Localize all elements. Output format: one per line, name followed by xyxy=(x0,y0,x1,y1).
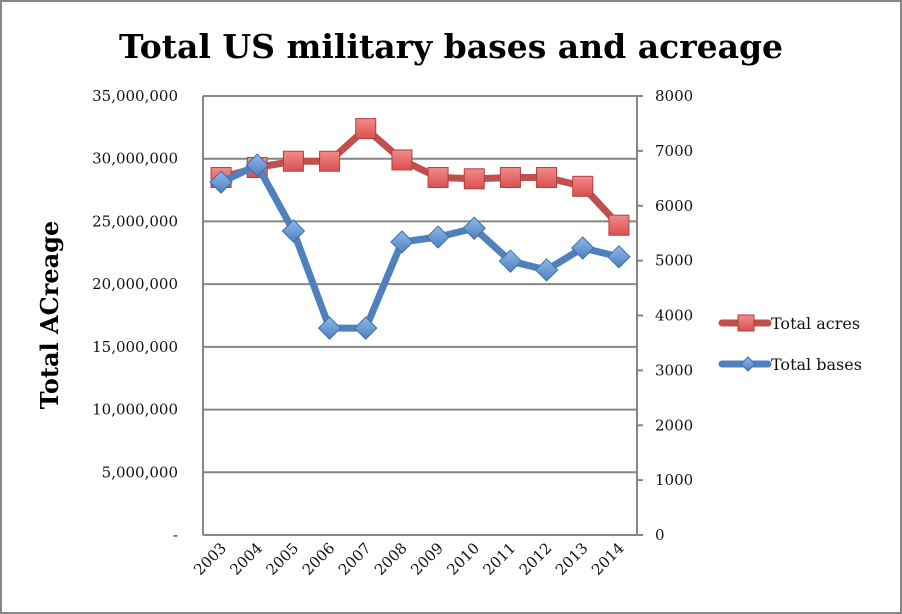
right-tick-label: 2000 xyxy=(655,416,693,434)
series-line xyxy=(217,161,623,332)
x-tick-label: 2004 xyxy=(226,539,266,579)
right-tick-label: 3000 xyxy=(655,361,693,379)
data-point-diamond xyxy=(390,230,414,254)
right-tick-label: 4000 xyxy=(655,307,693,325)
legend-item: Total acres xyxy=(718,314,860,333)
gridlines xyxy=(203,95,637,474)
right-tick-label: 5000 xyxy=(655,252,693,270)
left-axis-ticks: - 5,000,000 10,000,000 15,000,000 20,000,000… xyxy=(92,87,178,544)
legend: Total acres Total bases xyxy=(718,314,862,374)
data-point-diamond xyxy=(426,225,450,249)
y-axis-title: Total ACreage xyxy=(35,221,64,409)
left-tick-label: 5,000,000 xyxy=(102,463,178,481)
x-axis-ticks: 2003200420052006200720082009201020112012… xyxy=(190,539,628,579)
legend-swatch-square xyxy=(737,314,755,332)
data-point-square xyxy=(608,214,630,236)
data-point-diamond xyxy=(498,249,523,273)
axes xyxy=(202,96,638,536)
left-tick-label: - xyxy=(173,526,178,544)
series-total-bases xyxy=(209,153,631,340)
data-point-diamond xyxy=(281,219,306,243)
x-tick-label: 2008 xyxy=(371,539,411,579)
series-layer xyxy=(209,118,631,340)
left-tick-label: 10,000,000 xyxy=(92,401,178,419)
data-point-square xyxy=(463,168,485,190)
data-point-diamond xyxy=(462,216,486,240)
data-point-square xyxy=(536,167,558,189)
left-tick-label: 20,000,000 xyxy=(92,275,178,293)
data-point-diamond xyxy=(245,153,269,177)
left-tick-label: 35,000,000 xyxy=(92,87,178,105)
data-point-square xyxy=(355,118,377,140)
data-point-diamond xyxy=(607,245,631,269)
x-tick-label: 2014 xyxy=(588,539,628,579)
x-tick-label: 2006 xyxy=(299,539,339,579)
legend-item: Total bases xyxy=(718,355,862,374)
legend-label: Total acres xyxy=(771,314,860,333)
x-tick-label: 2013 xyxy=(552,539,592,579)
data-point-diamond xyxy=(317,316,342,340)
right-tick-label: 1000 xyxy=(655,471,693,489)
right-tick-label: 6000 xyxy=(655,197,693,215)
data-point-square xyxy=(391,149,413,171)
data-point-square xyxy=(499,167,521,189)
x-tick-label: 2003 xyxy=(190,539,230,579)
x-tick-label: 2009 xyxy=(407,539,447,579)
legend-swatch-diamond xyxy=(740,356,756,372)
right-tick-label: 0 xyxy=(655,526,665,544)
right-tick-label: 8000 xyxy=(655,87,693,105)
left-tick-label: 15,000,000 xyxy=(92,338,178,356)
right-axis-ticks: 0 1000 2000 3000 4000 5000 6000 7000 8000 xyxy=(637,87,693,544)
x-tick-label: 2007 xyxy=(335,539,375,579)
x-tick-label: 2012 xyxy=(516,539,556,579)
data-point-diamond xyxy=(534,258,559,282)
data-point-diamond xyxy=(571,236,595,260)
data-point-diamond xyxy=(209,170,233,194)
x-tick-label: 2010 xyxy=(443,539,483,579)
left-tick-label: 30,000,000 xyxy=(92,150,178,168)
data-point-square xyxy=(572,175,594,197)
data-point-diamond xyxy=(354,316,378,340)
data-point-square xyxy=(282,150,304,172)
series-total-acres xyxy=(210,118,630,236)
left-tick-label: 25,000,000 xyxy=(92,212,178,230)
x-tick-label: 2011 xyxy=(480,539,520,579)
chart-title: Total US military bases and acreage xyxy=(119,27,783,66)
legend-label: Total bases xyxy=(771,355,862,374)
data-point-square xyxy=(427,167,449,189)
right-tick-label: 7000 xyxy=(655,142,693,160)
x-tick-label: 2005 xyxy=(263,539,303,579)
data-point-square xyxy=(319,150,341,172)
